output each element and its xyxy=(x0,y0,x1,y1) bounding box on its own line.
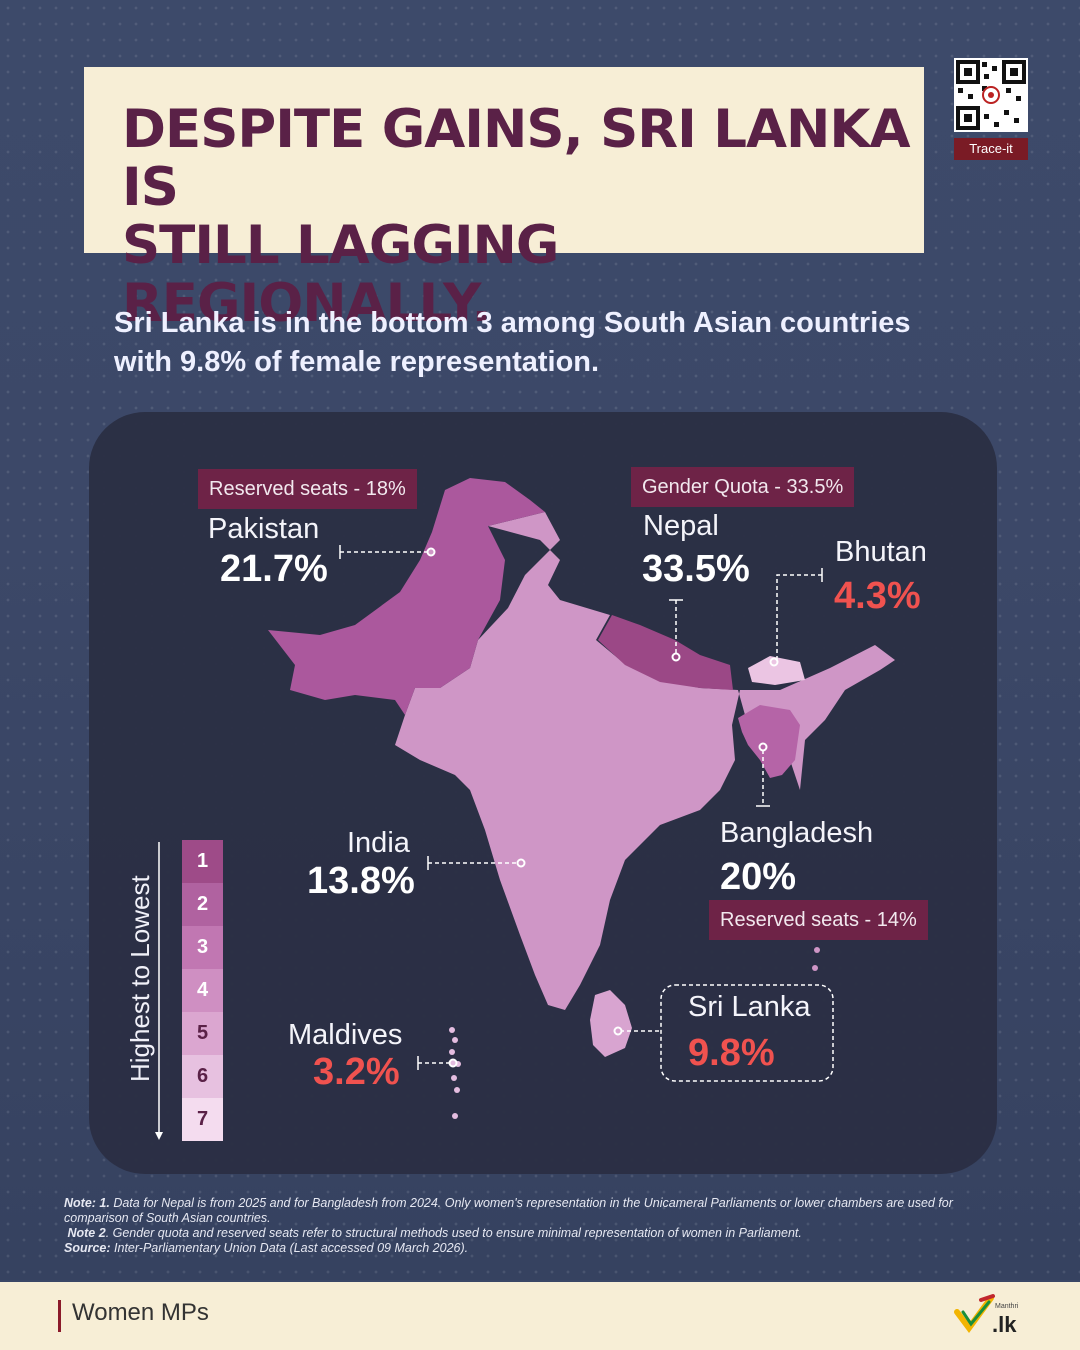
sri-lanka-highlight-box xyxy=(660,984,834,1082)
legend-rank-1: 1 xyxy=(182,840,223,883)
nepal-value: 33.5% xyxy=(642,548,750,590)
nepal-name: Nepal xyxy=(643,510,719,542)
sri-lanka-value: 9.8% xyxy=(688,1032,775,1074)
note1-label: Note: 1. xyxy=(64,1196,110,1210)
south-asia-map xyxy=(268,478,895,1119)
bhutan-shape xyxy=(748,656,805,685)
legend-rank-4: 4 xyxy=(182,969,223,1012)
legend-rank-7: 7 xyxy=(182,1098,223,1141)
pakistan-value: 21.7% xyxy=(220,548,328,590)
sri-lanka-shape xyxy=(590,990,632,1057)
nepal-shape xyxy=(598,615,733,690)
qr-label: Trace-it xyxy=(954,138,1028,160)
bangladesh-shape xyxy=(738,705,800,778)
india-value: 13.8% xyxy=(307,860,415,902)
legend-rank-3: 3 xyxy=(182,926,223,969)
pakistan-shape xyxy=(268,478,545,715)
nepal-note-badge: Gender Quota - 33.5% xyxy=(631,467,855,507)
bangladesh-value: 20% xyxy=(720,856,797,898)
bangladesh-note-badge: Reserved seats - 14% xyxy=(709,900,928,940)
maldives-shape xyxy=(449,1027,461,1119)
bhutan-name: Bhutan xyxy=(835,536,927,568)
india-name: India xyxy=(347,827,410,859)
legend-arrow xyxy=(155,842,163,1140)
source-label: Source: xyxy=(64,1241,111,1255)
bhutan-leader-line xyxy=(776,574,822,660)
bangladesh-name: Bangladesh xyxy=(720,817,874,849)
logo-small-text: Manthri xyxy=(995,1303,1019,1310)
source-text: Inter-Parliamentary Union Data (Last acc… xyxy=(110,1241,469,1255)
manthri-logo-icon[interactable] xyxy=(953,1292,997,1336)
subtitle-line-2: with 9.8% of female representation. xyxy=(114,346,600,378)
subtitle: Sri Lanka is in the bottom 3 among South… xyxy=(114,304,994,382)
title-line-2: STILL LAGGING REGIONALLY. xyxy=(122,215,559,334)
footer-label: Women MPs xyxy=(72,1299,209,1326)
sri-lanka-name: Sri Lanka xyxy=(688,991,811,1023)
legend-rank-2: 2 xyxy=(182,883,223,926)
pakistan-note-badge: Reserved seats - 18% xyxy=(198,469,417,509)
bhutan-value: 4.3% xyxy=(834,575,921,617)
note1-text: Data for Nepal is from 2025 and for Bang… xyxy=(64,1196,953,1225)
page-title: DESPITE GAINS, SRI LANKA IS STILL LAGGIN… xyxy=(122,101,924,333)
maldives-value: 3.2% xyxy=(313,1051,400,1093)
title-line-1: DESPITE GAINS, SRI LANKA IS xyxy=(122,99,910,218)
qr-code-icon[interactable] xyxy=(954,58,1028,132)
title-box: DESPITE GAINS, SRI LANKA IS STILL LAGGIN… xyxy=(84,67,924,333)
footer-accent-bar xyxy=(58,1300,61,1332)
legend-rank-6: 6 xyxy=(182,1055,223,1098)
india-shape xyxy=(395,512,895,1010)
pakistan-name: Pakistan xyxy=(208,513,320,545)
subtitle-line-1: Sri Lanka is in the bottom 3 among South… xyxy=(114,307,911,339)
footer: Women MPs Manthri .lk xyxy=(0,1282,1080,1350)
legend-rank-5: 5 xyxy=(182,1012,223,1055)
footnotes: Note: 1. Data for Nepal is from 2025 and… xyxy=(64,1196,1014,1256)
logo-text: .lk xyxy=(992,1312,1017,1337)
note2-label: Note 2 xyxy=(67,1226,106,1240)
maldives-name: Maldives xyxy=(288,1019,403,1051)
note2-text: . Gender quota and reserved seats refer … xyxy=(105,1226,802,1240)
